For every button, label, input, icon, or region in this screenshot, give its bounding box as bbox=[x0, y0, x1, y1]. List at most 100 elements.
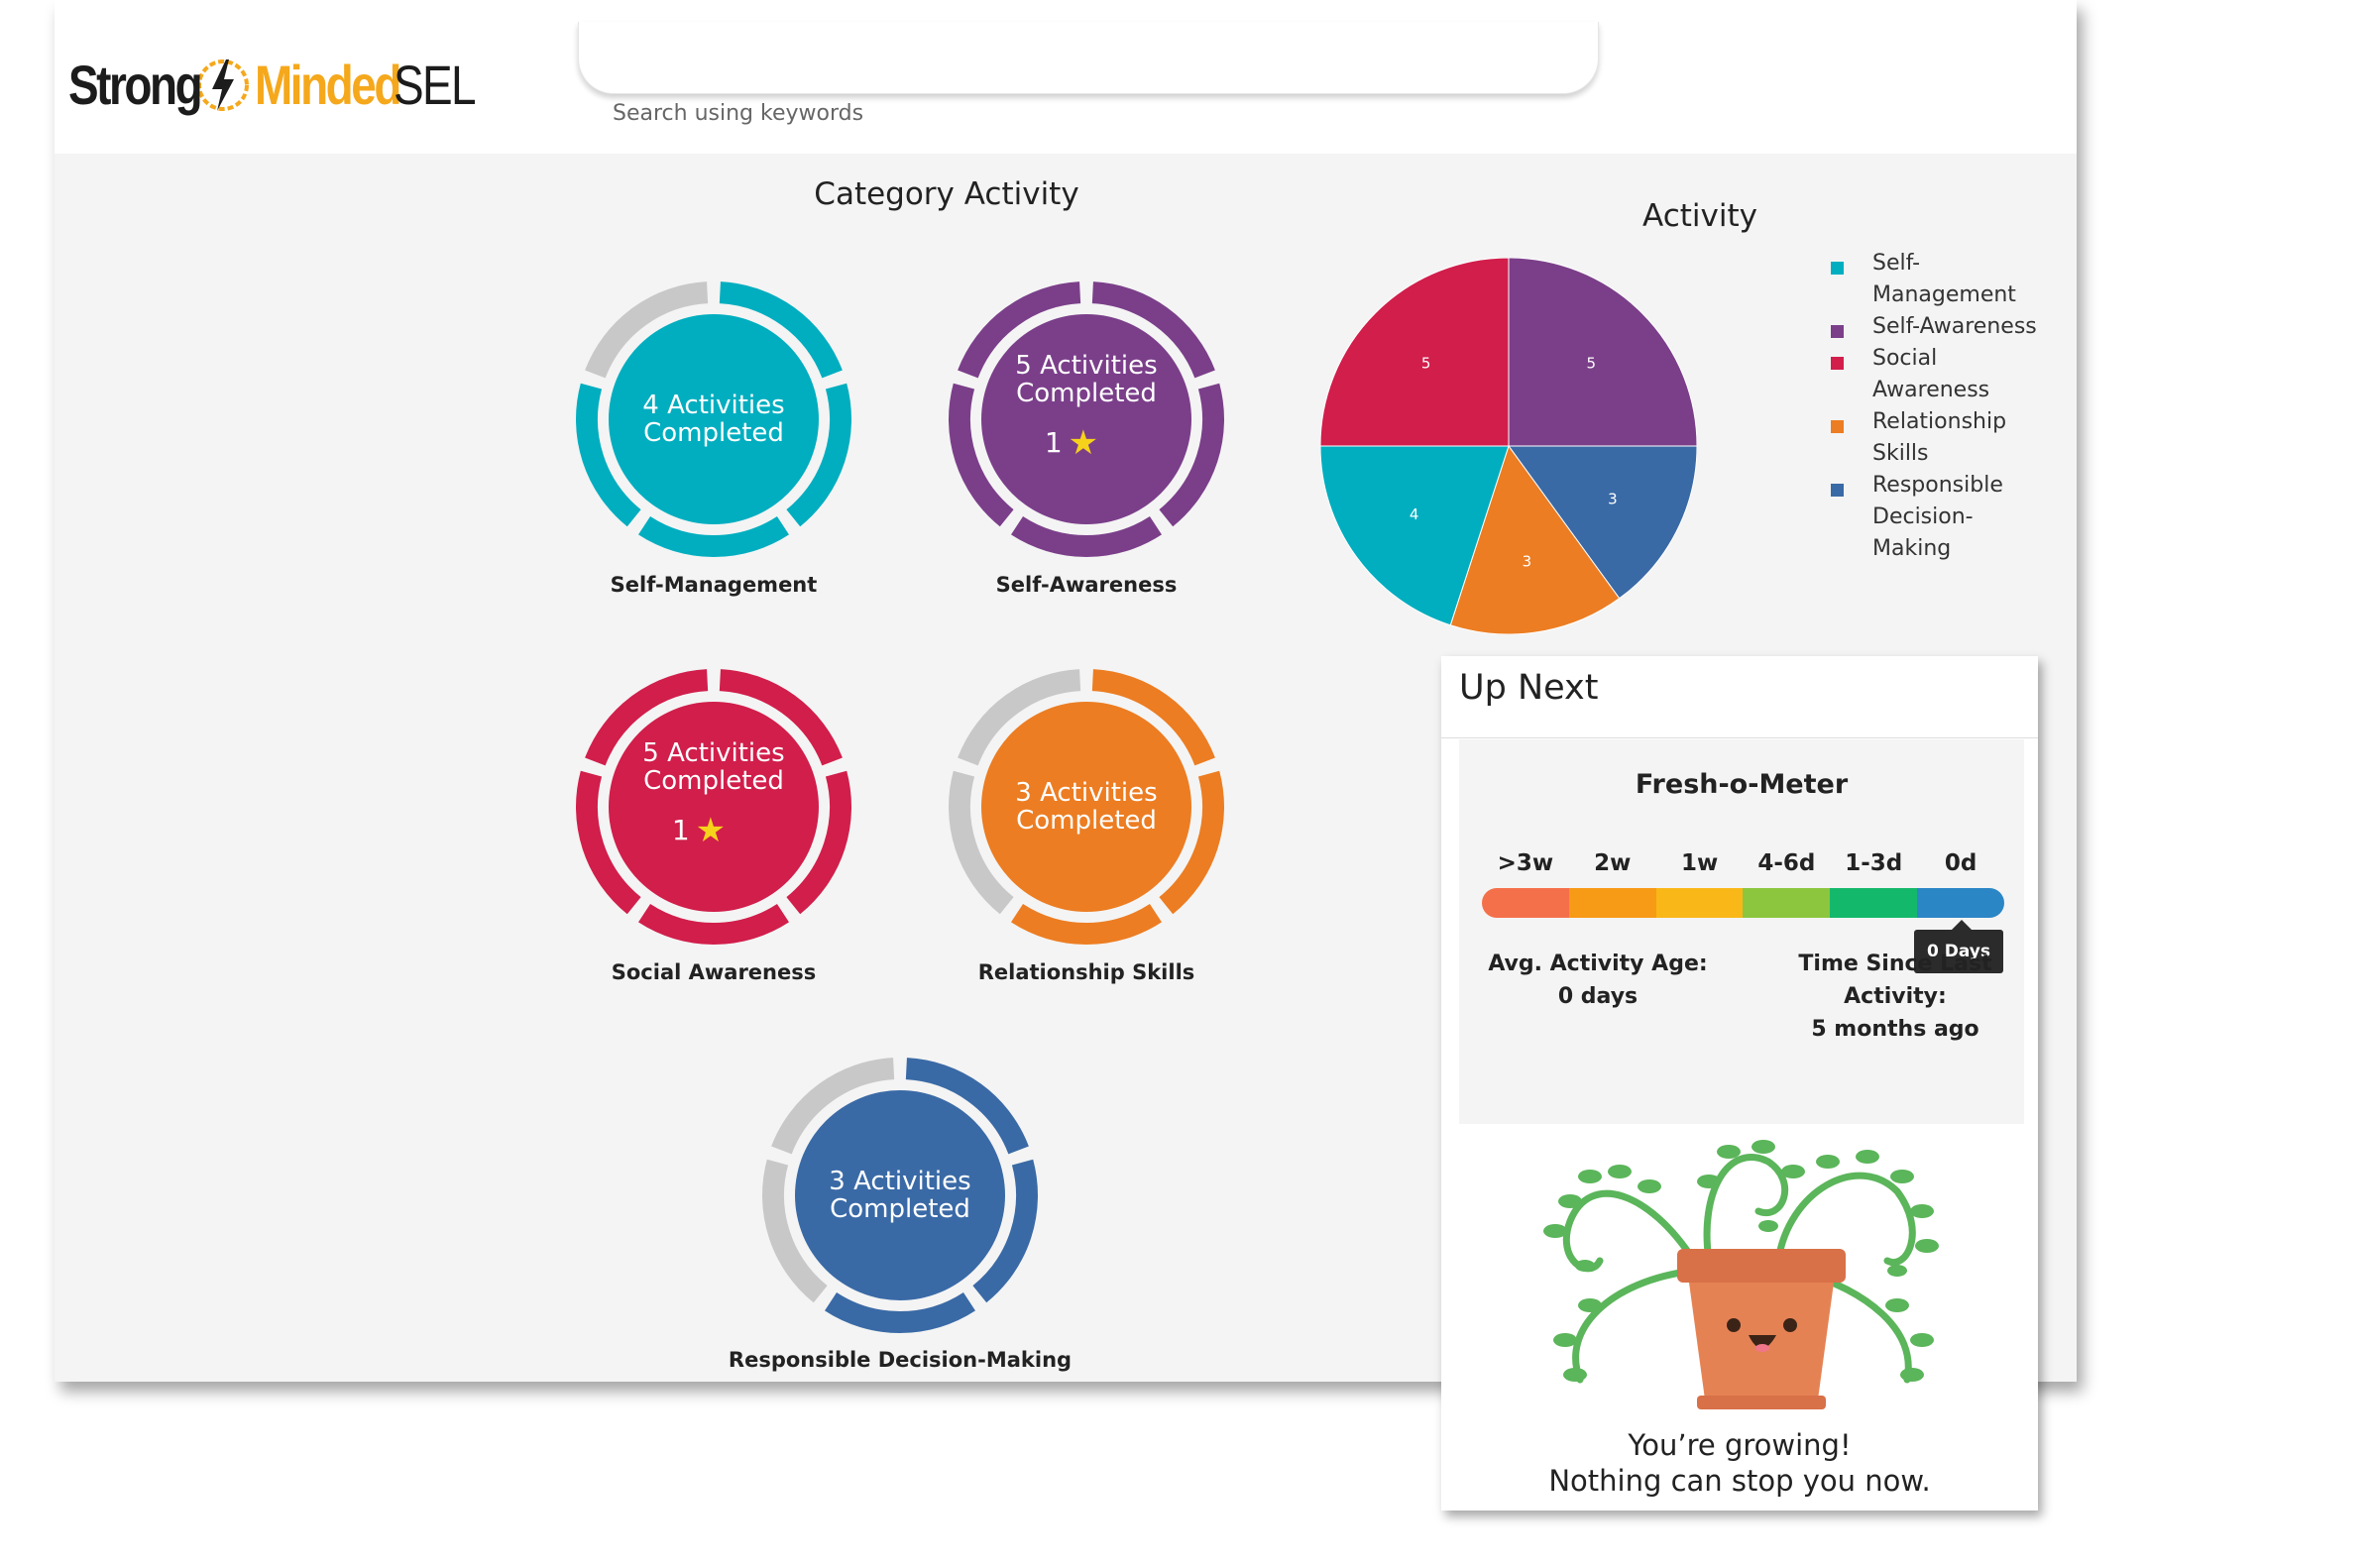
pie-slice[interactable] bbox=[1320, 445, 1510, 626]
pie-slice-label: 5 bbox=[1587, 355, 1597, 373]
ring-center bbox=[609, 702, 819, 912]
divider bbox=[1441, 737, 2038, 738]
legend-swatch bbox=[1831, 325, 1844, 338]
happy-plant-illustration bbox=[1543, 1140, 1939, 1409]
legend-swatch bbox=[1831, 357, 1844, 370]
fresh-o-meter-title: Fresh-o-Meter bbox=[1635, 769, 1849, 800]
ring-segment bbox=[905, 1058, 1029, 1155]
legend-label: Responsible Decision-Making bbox=[1872, 473, 2003, 561]
ring-segment bbox=[638, 903, 789, 945]
ring-segment bbox=[585, 281, 709, 379]
meter-segment bbox=[1830, 888, 1918, 918]
ring-center bbox=[609, 314, 819, 524]
ring-segment bbox=[958, 669, 1081, 766]
avg-activity-age-value: 0 days bbox=[1557, 984, 1638, 1009]
self-awareness-star-count: 1 bbox=[1044, 426, 1063, 459]
ring-segment bbox=[762, 1159, 828, 1303]
ring-segment bbox=[719, 669, 843, 766]
meter-segment bbox=[1917, 888, 2004, 918]
ring-segment bbox=[1091, 669, 1215, 766]
pie-slice[interactable] bbox=[1508, 258, 1697, 447]
up-next-card: Up Next Fresh-o-Meter >3w 2w 1w 4-6d 1-3… bbox=[1441, 656, 2038, 1511]
fresh-o-meter-scale: >3w 2w 1w 4-6d 1-3d 0d bbox=[1482, 850, 2004, 880]
time-since-last-activity: Time Since Last Activity: 5 months ago bbox=[1786, 948, 2004, 1046]
brand-text-strong: Strong bbox=[68, 54, 203, 116]
star-icon: ★ bbox=[695, 811, 727, 850]
legend-item[interactable]: Self-Awareness bbox=[1831, 311, 2049, 343]
meter-segment bbox=[1655, 888, 1744, 918]
responsible-decision-making-status: Completed bbox=[830, 1194, 970, 1224]
star-icon: ★ bbox=[1068, 423, 1099, 463]
ring-segment bbox=[949, 383, 1014, 527]
ring-segment bbox=[638, 515, 789, 557]
self-management-label: Self-Management bbox=[610, 573, 818, 597]
scale-label-0d: 0d bbox=[1944, 850, 1978, 876]
search-label: Search using keywords bbox=[613, 101, 864, 126]
growth-message-line2: Nothing can stop you now. bbox=[1548, 1464, 1931, 1498]
search-input[interactable] bbox=[578, 22, 1599, 94]
activity-pie-chart: 5 3 3 4 5 bbox=[1320, 258, 1697, 634]
social-awareness-label: Social Awareness bbox=[611, 960, 817, 984]
relationship-skills-status: Completed bbox=[1016, 806, 1157, 836]
fresh-o-meter-tooltip: 0 Days bbox=[1914, 920, 2003, 973]
scale-label-3w: >3w bbox=[1497, 850, 1554, 876]
legend-label: Relationship Skills bbox=[1872, 409, 2007, 466]
social-awareness-stars: 1 ★ bbox=[672, 811, 727, 850]
scale-label-2w: 2w bbox=[1594, 850, 1632, 876]
ring-segment bbox=[576, 770, 641, 915]
relationship-skills-ring-text: 3 Activities Completed bbox=[945, 665, 1228, 949]
legend-swatch bbox=[1831, 484, 1844, 497]
brain-bolt-icon bbox=[197, 58, 249, 111]
meter-segment bbox=[1482, 888, 1569, 918]
brand-text-minded: Minded bbox=[255, 54, 401, 116]
activity-legend: Self-Management Self-Awareness Social Awar… bbox=[1831, 248, 2049, 565]
self-awareness-status: Completed bbox=[1016, 379, 1157, 408]
ring-segment bbox=[1159, 383, 1224, 527]
self-awareness-ring[interactable] bbox=[945, 278, 1228, 561]
meter-segment bbox=[1743, 888, 1831, 918]
self-management-count: 4 Activities bbox=[642, 391, 785, 420]
pie-slice[interactable] bbox=[1449, 444, 1621, 634]
legend-item[interactable]: Social Awareness bbox=[1831, 343, 2049, 406]
ring-segment bbox=[1011, 903, 1162, 945]
ring-segment bbox=[719, 281, 843, 379]
responsible-decision-making-label: Responsible Decision-Making bbox=[728, 1348, 1073, 1372]
up-next-title: Up Next bbox=[1459, 668, 1599, 708]
ring-segment bbox=[825, 1291, 975, 1333]
relationship-skills-label: Relationship Skills bbox=[977, 960, 1195, 984]
activity-chart-title: Activity bbox=[1642, 198, 1757, 234]
ring-segment bbox=[1091, 281, 1215, 379]
social-awareness-ring[interactable] bbox=[572, 665, 855, 949]
pie-slice-label: 5 bbox=[1421, 355, 1431, 373]
ring-segment bbox=[1011, 515, 1162, 557]
legend-swatch bbox=[1831, 262, 1844, 275]
pie-slice[interactable] bbox=[1320, 258, 1510, 447]
brand-text-sel: SEL bbox=[394, 54, 477, 116]
relationship-skills-ring[interactable] bbox=[945, 665, 1228, 949]
avg-activity-age: Avg. Activity Age: 0 days bbox=[1469, 948, 1727, 1013]
pie-slice[interactable] bbox=[1508, 445, 1697, 600]
ring-center bbox=[981, 702, 1191, 912]
self-management-status: Completed bbox=[643, 418, 784, 448]
self-awareness-stars: 1 ★ bbox=[1044, 423, 1099, 463]
self-awareness-ring-text: 5 Activities Completed 1 ★ bbox=[945, 278, 1228, 561]
self-management-ring-text: 4 Activities Completed bbox=[572, 278, 855, 561]
legend-item[interactable]: Responsible Decision-Making bbox=[1831, 470, 2049, 565]
ring-segment bbox=[576, 383, 641, 527]
legend-item[interactable]: Self-Management bbox=[1831, 248, 2049, 311]
ring-segment bbox=[949, 770, 1014, 915]
self-management-ring[interactable] bbox=[572, 278, 855, 561]
legend-item[interactable]: Relationship Skills bbox=[1831, 406, 2049, 470]
top-bar: Strong Minded SEL Search using keywords bbox=[55, 0, 2077, 154]
fresh-o-meter-panel: Fresh-o-Meter >3w 2w 1w 4-6d 1-3d 0d 0 D… bbox=[1459, 739, 2024, 1124]
brand-logo[interactable]: Strong Minded SEL bbox=[68, 48, 493, 122]
ring-segment bbox=[585, 669, 709, 766]
pie-slice-label: 3 bbox=[1608, 490, 1618, 507]
legend-label: Self-Management bbox=[1872, 251, 2016, 307]
social-awareness-count: 5 Activities bbox=[642, 738, 785, 768]
ring-center bbox=[795, 1090, 1005, 1300]
ring-center bbox=[981, 314, 1191, 524]
responsible-decision-making-ring[interactable] bbox=[758, 1054, 1042, 1337]
responsible-decision-making-count: 3 Activities bbox=[829, 1167, 971, 1196]
ring-segment bbox=[786, 383, 851, 527]
